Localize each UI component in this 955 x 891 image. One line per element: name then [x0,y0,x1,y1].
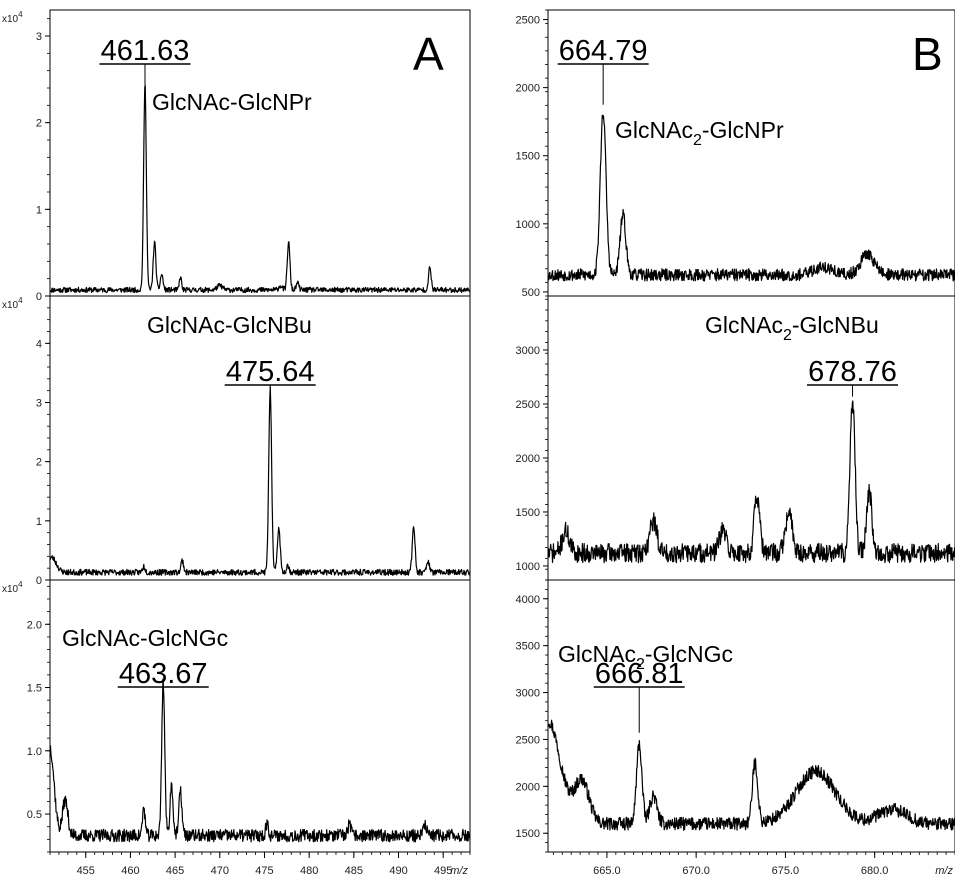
spectrum-chart-B-2: 1000 1500 2000 2500 3000 678.76 GlcNAc2-GlcNBu [516,295,955,581]
plot-frame [547,579,955,853]
peak-mz-label: 678.76 [808,356,897,388]
y-tick-label: 2500 [516,399,540,411]
y-tick-label: 2 [36,118,42,130]
compound-label: GlcNAc-GlcNGc [62,625,228,651]
x-tick-label: 485 [345,865,363,877]
spectrum-trace [547,400,955,564]
spectrum-trace [49,84,471,294]
y-multiplier-label: x104 [2,296,23,311]
y-tick-label: 4 [36,338,42,350]
spectrum-trace [49,678,471,843]
compound-label: GlcNAc2-GlcNBu [705,312,879,344]
y-tick-label: 2 [36,457,42,469]
plot-frame [547,295,955,581]
y-tick-label: 2.0 [27,619,42,631]
x-axis-b: 665.0 670.0 675.0 680.0 m/z [552,852,955,877]
y-tick-label: 2000 [516,781,540,793]
x-tick-label: 470 [211,865,229,877]
plot-frame [49,295,471,581]
peak-mz-label: 461.63 [101,35,190,67]
y-tick-label: 1500 [516,151,540,163]
plot-frame [49,579,471,853]
x-tick-label: 475 [255,865,273,877]
panel-letter-a: A [413,28,444,80]
x-tick-label: 465 [166,865,184,877]
spectrum-chart-A-2: 0 1 2 3 4 x104 475.64 GlcNAc-GlcNBu [2,295,471,587]
x-tick-label: 480 [300,865,318,877]
y-tick-label: 0.5 [27,809,42,821]
y-tick-label: 3000 [516,345,540,357]
compound-label: GlcNAc-GlcNPr [152,89,312,115]
y-tick-label: 1500 [516,828,540,840]
y-tick-label: 1.0 [27,746,42,758]
y-tick-label: 2500 [516,734,540,746]
y-tick-label: 2500 [516,15,540,27]
x-unit-label: m/z [450,865,468,877]
y-tick-label: 3000 [516,688,540,700]
x-unit-label: m/z [935,865,953,877]
x-tick-label: 490 [389,865,407,877]
spectrum-chart-B-1: 500 1000 1500 2000 2500 664.79 GlcNAc2-GlcNPr [516,9,955,299]
y-multiplier-label: x104 [2,580,23,595]
compound-label: GlcNAc2-GlcNPr [615,117,784,149]
x-tick-label: 495 [434,865,452,877]
y-tick-label: 4000 [516,594,540,606]
spectrum-trace [547,719,955,831]
spectrum-trace [547,114,955,282]
x-tick-label: 675.0 [772,865,800,877]
compound-label: GlcNAc-GlcNBu [147,312,312,338]
x-tick-label: 670.0 [682,865,710,877]
y-tick-label: 3500 [516,641,540,653]
spectrum-trace [49,386,471,576]
x-tick-label: 665.0 [593,865,621,877]
x-tick-label: 680.0 [861,865,889,877]
y-tick-label: 1000 [516,561,540,573]
y-tick-label: 1 [36,204,42,216]
y-tick-label: 3 [36,31,42,43]
peak-mz-label: 664.79 [559,35,648,67]
y-tick-label: 2000 [516,453,540,465]
y-tick-label: 1500 [516,507,540,519]
y-tick-label: 1 [36,516,42,528]
y-tick-label: 3 [36,398,42,410]
y-tick-label: 1.5 [27,683,42,695]
x-tick-label: 460 [121,865,139,877]
peak-mz-label: 475.64 [226,356,315,388]
spectrum-chart-B-3: 150020002500300035004000666.81GlcNAc2-Gl… [516,579,955,853]
y-tick-label: 1000 [516,219,540,231]
spectrum-chart-A-1: 0 1 2 3 x104 461.63 GlcNAc-GlcNPr [2,9,471,303]
y-tick-label: 0 [36,575,42,587]
peak-mz-label: 666.81 [595,658,684,690]
panel-letter-b: B [912,28,943,80]
y-multiplier-label: x104 [2,10,23,25]
y-tick-label: 2000 [516,83,540,95]
y-tick-label: 500 [522,287,540,299]
y-tick-label: 0 [36,291,42,303]
x-tick-label: 455 [77,865,95,877]
